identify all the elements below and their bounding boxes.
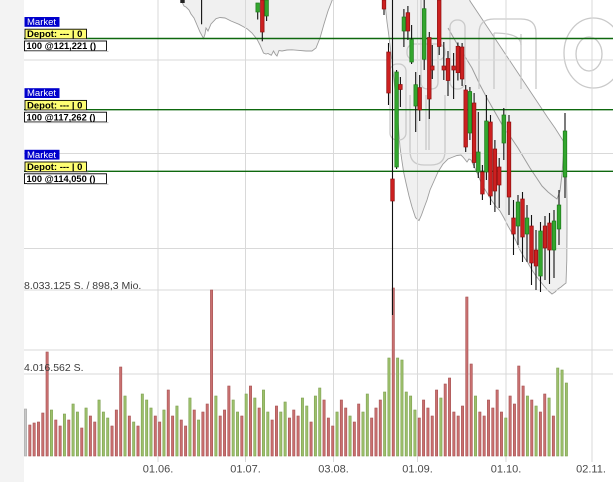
svg-text:100 @114,050 (): 100 @114,050 ()	[27, 174, 96, 184]
svg-text:Market: Market	[27, 88, 56, 99]
svg-text:100 @121,221 (): 100 @121,221 ()	[27, 41, 97, 51]
svg-text:Market: Market	[27, 17, 56, 28]
svg-text:Depot: --- | 0: Depot: --- | 0	[27, 162, 82, 173]
svg-text:01.09.: 01.09.	[402, 464, 433, 476]
svg-text:Market: Market	[27, 150, 56, 161]
svg-text:8.033.125 S. / 898,3 Mio.: 8.033.125 S. / 898,3 Mio.	[24, 280, 141, 292]
svg-text:Depot: --- | 0: Depot: --- | 0	[27, 29, 82, 40]
svg-text:01.07.: 01.07.	[230, 464, 261, 476]
svg-text:01.06.: 01.06.	[143, 464, 174, 476]
svg-text:100 @117,262 (): 100 @117,262 ()	[27, 112, 96, 122]
svg-text:03.08.: 03.08.	[318, 464, 349, 476]
svg-text:02.11.: 02.11.	[576, 464, 606, 476]
svg-text:Depot: --- | 0: Depot: --- | 0	[27, 100, 82, 111]
svg-text:01.10.: 01.10.	[491, 464, 522, 476]
svg-text:4.016.562 S.: 4.016.562 S.	[24, 362, 84, 374]
